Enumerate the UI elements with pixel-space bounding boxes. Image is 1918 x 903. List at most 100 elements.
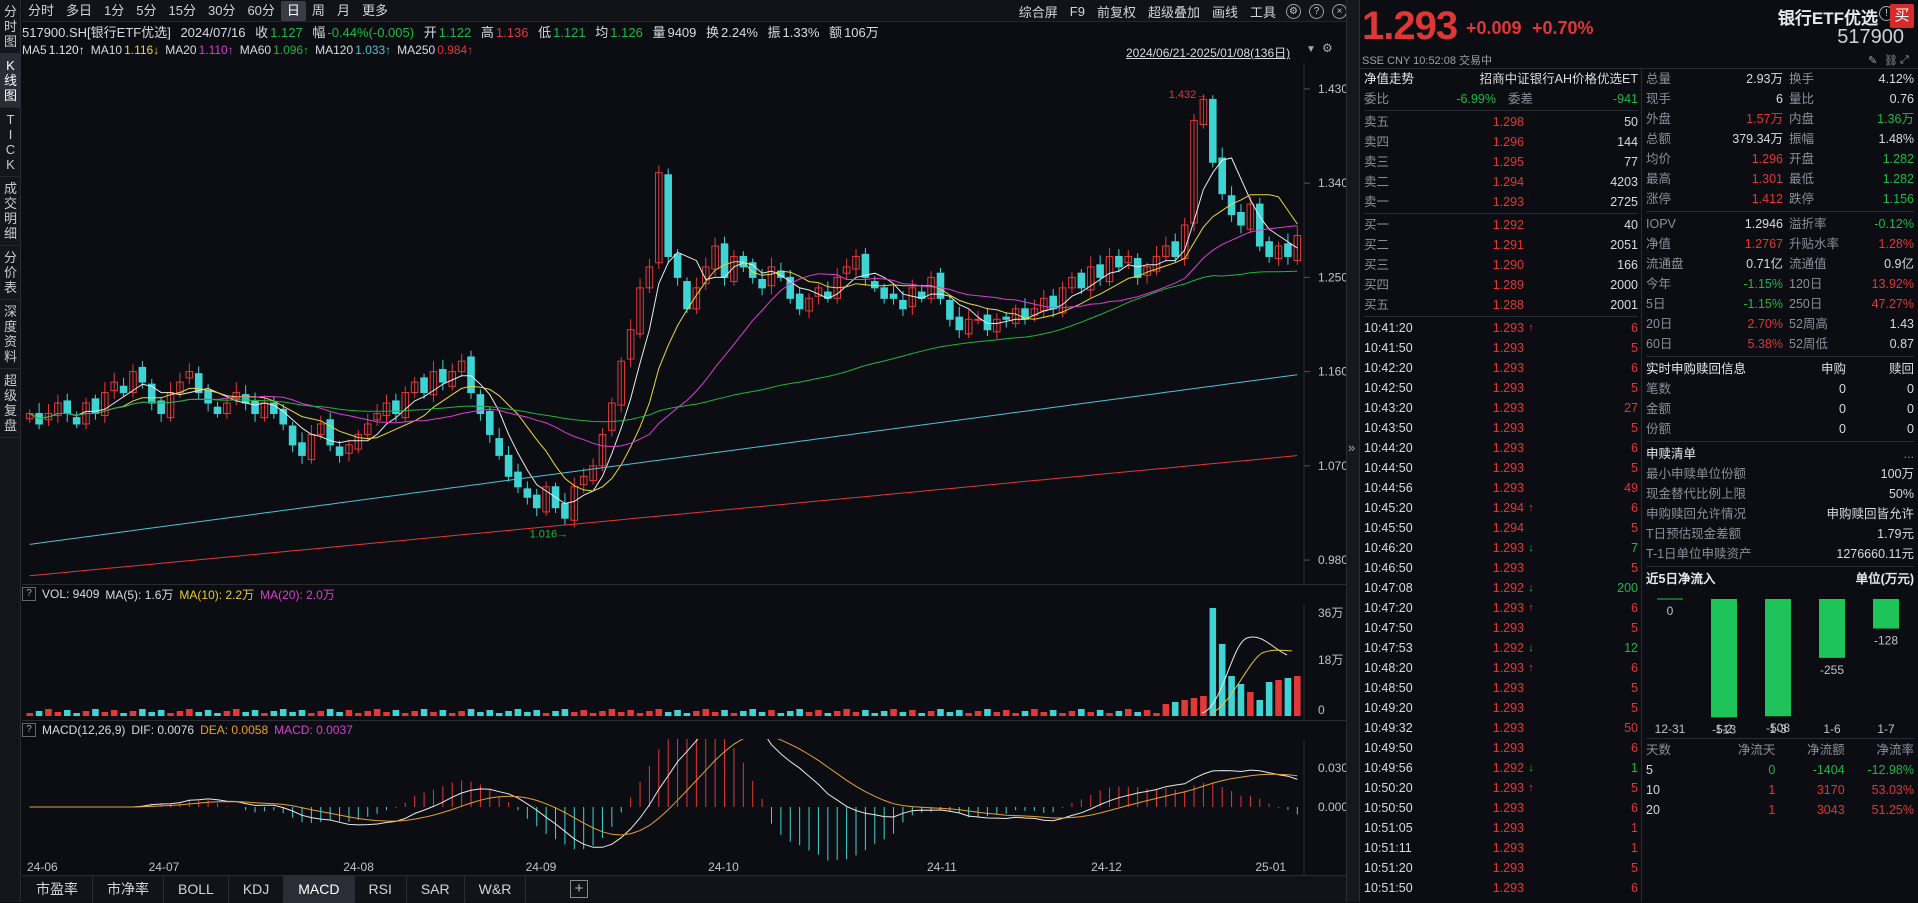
macd-help-icon[interactable]: ?	[22, 723, 36, 737]
period-tab[interactable]: 1分	[104, 2, 125, 18]
buy-button[interactable]: 买	[1890, 4, 1914, 28]
nav-title[interactable]: 净值走势	[1364, 72, 1415, 86]
volume-bar	[890, 709, 897, 716]
add-indicator-icon[interactable]: +	[570, 880, 588, 898]
tick-price: 1.293	[1492, 701, 1524, 715]
weicha-value: -941	[1612, 92, 1638, 106]
period-tab[interactable]: 更多	[361, 2, 388, 18]
candle-body	[25, 412, 34, 420]
candle-body	[993, 318, 1001, 333]
stat-label: 换手	[1789, 72, 1815, 86]
indicator-tab[interactable]: MACD	[284, 875, 355, 903]
nav-row[interactable]: 净值走势 招商中证银行AH价格优选ET	[1364, 69, 1638, 89]
period-tab[interactable]: 60分	[247, 2, 275, 18]
date-range[interactable]: 2024/06/21-2025/01/08(136日)	[1126, 46, 1291, 60]
settings-icon[interactable]: ⚙	[1286, 3, 1301, 19]
indicator-tab[interactable]: SAR	[407, 875, 465, 903]
period-tab[interactable]: 日	[280, 0, 306, 21]
tick-price: 1.293	[1492, 541, 1524, 555]
left-tab[interactable]: 分价表	[0, 246, 21, 300]
candle-body	[842, 266, 851, 274]
bid-row[interactable]: 买三 1.290 166	[1364, 255, 1638, 275]
left-tab[interactable]: 超级复盘	[0, 369, 21, 438]
ma-label: MA60	[239, 43, 272, 57]
macd-value: MACD: 0.0037	[274, 723, 353, 737]
period-tab[interactable]: 多日	[66, 2, 93, 18]
bid-row[interactable]: 买二 1.291 2051	[1364, 235, 1638, 255]
stat-row: 今年 -1.15% 120日 13.92%	[1646, 274, 1914, 294]
link-icon[interactable]: ⛓	[1884, 55, 1898, 67]
period-tab[interactable]: 月	[336, 2, 350, 18]
overlay-button[interactable]: 超级叠加	[1147, 4, 1200, 20]
period-tab[interactable]: 15分	[168, 2, 196, 18]
bid-row[interactable]: 买五 1.288 2001	[1364, 295, 1638, 315]
indicator-tab[interactable]: KDJ	[229, 875, 285, 903]
ask-price: 1.293	[1492, 195, 1524, 209]
indicator-tab[interactable]: W&R	[465, 875, 527, 903]
ask-row[interactable]: 卖二 1.294 4203	[1364, 172, 1638, 192]
left-tab[interactable]: 成交明细	[0, 177, 21, 246]
ask-row[interactable]: 卖一 1.293 2725	[1364, 192, 1638, 212]
volume-bar	[749, 709, 756, 716]
tools-button[interactable]: 工具	[1249, 4, 1276, 20]
left-tab[interactable]: 深度资料	[0, 300, 21, 369]
candle-body	[157, 400, 165, 414]
ask-row[interactable]: 卖三 1.295 77	[1364, 152, 1638, 172]
indicator-tab[interactable]: RSI	[355, 875, 407, 903]
chart-settings-icon[interactable]: ⚙	[1322, 41, 1333, 55]
bid-row[interactable]: 买四 1.289 2000	[1364, 275, 1638, 295]
volume-help-icon[interactable]: ?	[22, 587, 36, 601]
indicator-tab[interactable]: 市净率	[93, 875, 164, 903]
edit-icon[interactable]: ✎	[1868, 55, 1878, 67]
tick-arrow-icon	[1524, 678, 1538, 698]
range-dropdown-icon[interactable]: ▼	[1306, 44, 1316, 55]
indicator-tab[interactable]: 市盈率	[22, 875, 93, 903]
volume-bar	[721, 710, 728, 716]
period-tab[interactable]: 分时	[28, 2, 55, 18]
adjust-button[interactable]: 前复权	[1096, 4, 1136, 20]
macd-chart[interactable]: 0.030 0.000 24-06 24-07 24-08 24-09 24-10 24-11…	[22, 714, 1357, 875]
stat-value: 1.156	[1882, 192, 1914, 206]
tick-volume: 12	[1624, 641, 1638, 655]
f9-button[interactable]: F9	[1069, 3, 1085, 19]
candle-body	[476, 394, 485, 414]
period-tab[interactable]: 30分	[207, 2, 236, 18]
close-icon[interactable]: ×	[1332, 3, 1347, 19]
period-tab[interactable]: 周	[311, 2, 325, 18]
period-list: 分时 多日 1分 5分 15分 30分 60分日周月更多	[22, 0, 394, 21]
ask-row[interactable]: 卖四 1.296 144	[1364, 132, 1638, 152]
fullscreen-button[interactable]: 综合屏	[1018, 4, 1058, 20]
collapse-arrow-icon[interactable]: »	[1348, 440, 1356, 455]
volume-bar	[355, 713, 362, 716]
candle-body	[44, 412, 53, 421]
volume-bar	[880, 711, 888, 716]
volume-bar	[768, 710, 775, 716]
period-tab[interactable]: 5分	[136, 2, 157, 18]
macd-dif: DIF: 0.0076	[131, 723, 195, 737]
ask-row[interactable]: 卖五 1.298 50	[1364, 112, 1638, 132]
candle-body	[1237, 211, 1245, 226]
bid-row[interactable]: 买一 1.292 40	[1364, 215, 1638, 235]
volume-bar	[1031, 709, 1038, 716]
left-tab[interactable]: 分时图	[0, 0, 21, 54]
sglist-more[interactable]: ...	[1903, 447, 1914, 461]
volume-bar	[730, 713, 738, 716]
expand-icon[interactable]: ⤢	[1900, 54, 1909, 66]
security-code: 517900.SH[银行ETF优选]	[22, 25, 171, 40]
indicator-tab[interactable]: BOLL	[164, 875, 229, 903]
price-change-pct: +0.70%	[1532, 18, 1594, 38]
ma-legend: MA5 1.120↑ MA10 1.116↓ MA20 1.110↑ MA60 1.096↑ M…	[22, 43, 1357, 61]
draw-button[interactable]: 画线	[1211, 4, 1238, 20]
kline-chart[interactable]: 1.430 1.340 1.250 1.160 1.070 0.980 1.432→ 1.01…	[22, 62, 1357, 585]
bid-volume: 2001	[1610, 298, 1638, 312]
volume-svg: 36万 18万 0	[26, 603, 1343, 721]
panel-collapse-strip[interactable]: »	[1346, 0, 1360, 902]
help-icon[interactable]: ?	[1309, 3, 1324, 19]
volume-chart[interactable]: 36万 18万 0	[22, 603, 1357, 721]
stat-label: 总量	[1646, 72, 1672, 86]
volume-bar	[786, 711, 794, 716]
tick-price: 1.293	[1492, 801, 1524, 815]
volume-bar	[176, 711, 184, 716]
